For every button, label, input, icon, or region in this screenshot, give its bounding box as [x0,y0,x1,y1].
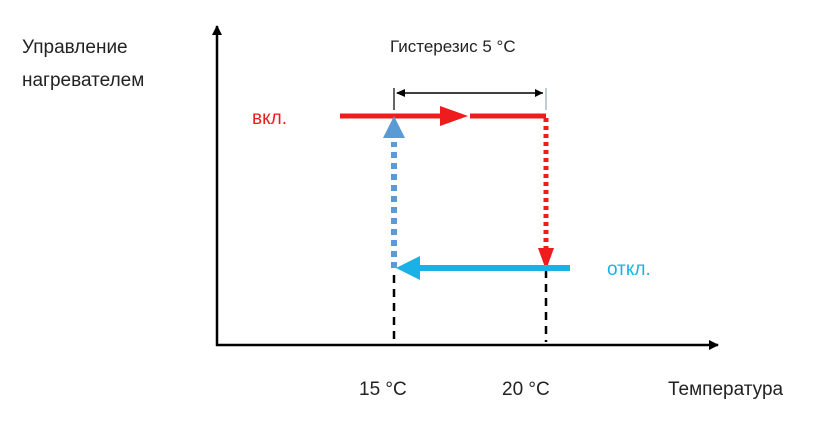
on-state-label: вкл. [252,108,287,129]
off-state-label: откл. [607,259,651,280]
tick-label-15: 15 °C [359,379,407,400]
on-state-arrowhead [440,106,468,126]
switch-off-arrowhead [538,248,554,270]
y-axis-label-line2: нагревателем [22,70,144,91]
tick-label-20: 20 °C [502,379,550,400]
x-axis-label: Температура [668,379,784,400]
hysteresis-label: Гистерезис 5 °C [390,37,516,56]
hysteresis-left-arrowhead [396,89,405,97]
off-state-arrowhead [396,256,420,280]
switch-on-arrowhead [383,116,405,138]
y-axis-label-line1: Управление [22,37,128,58]
